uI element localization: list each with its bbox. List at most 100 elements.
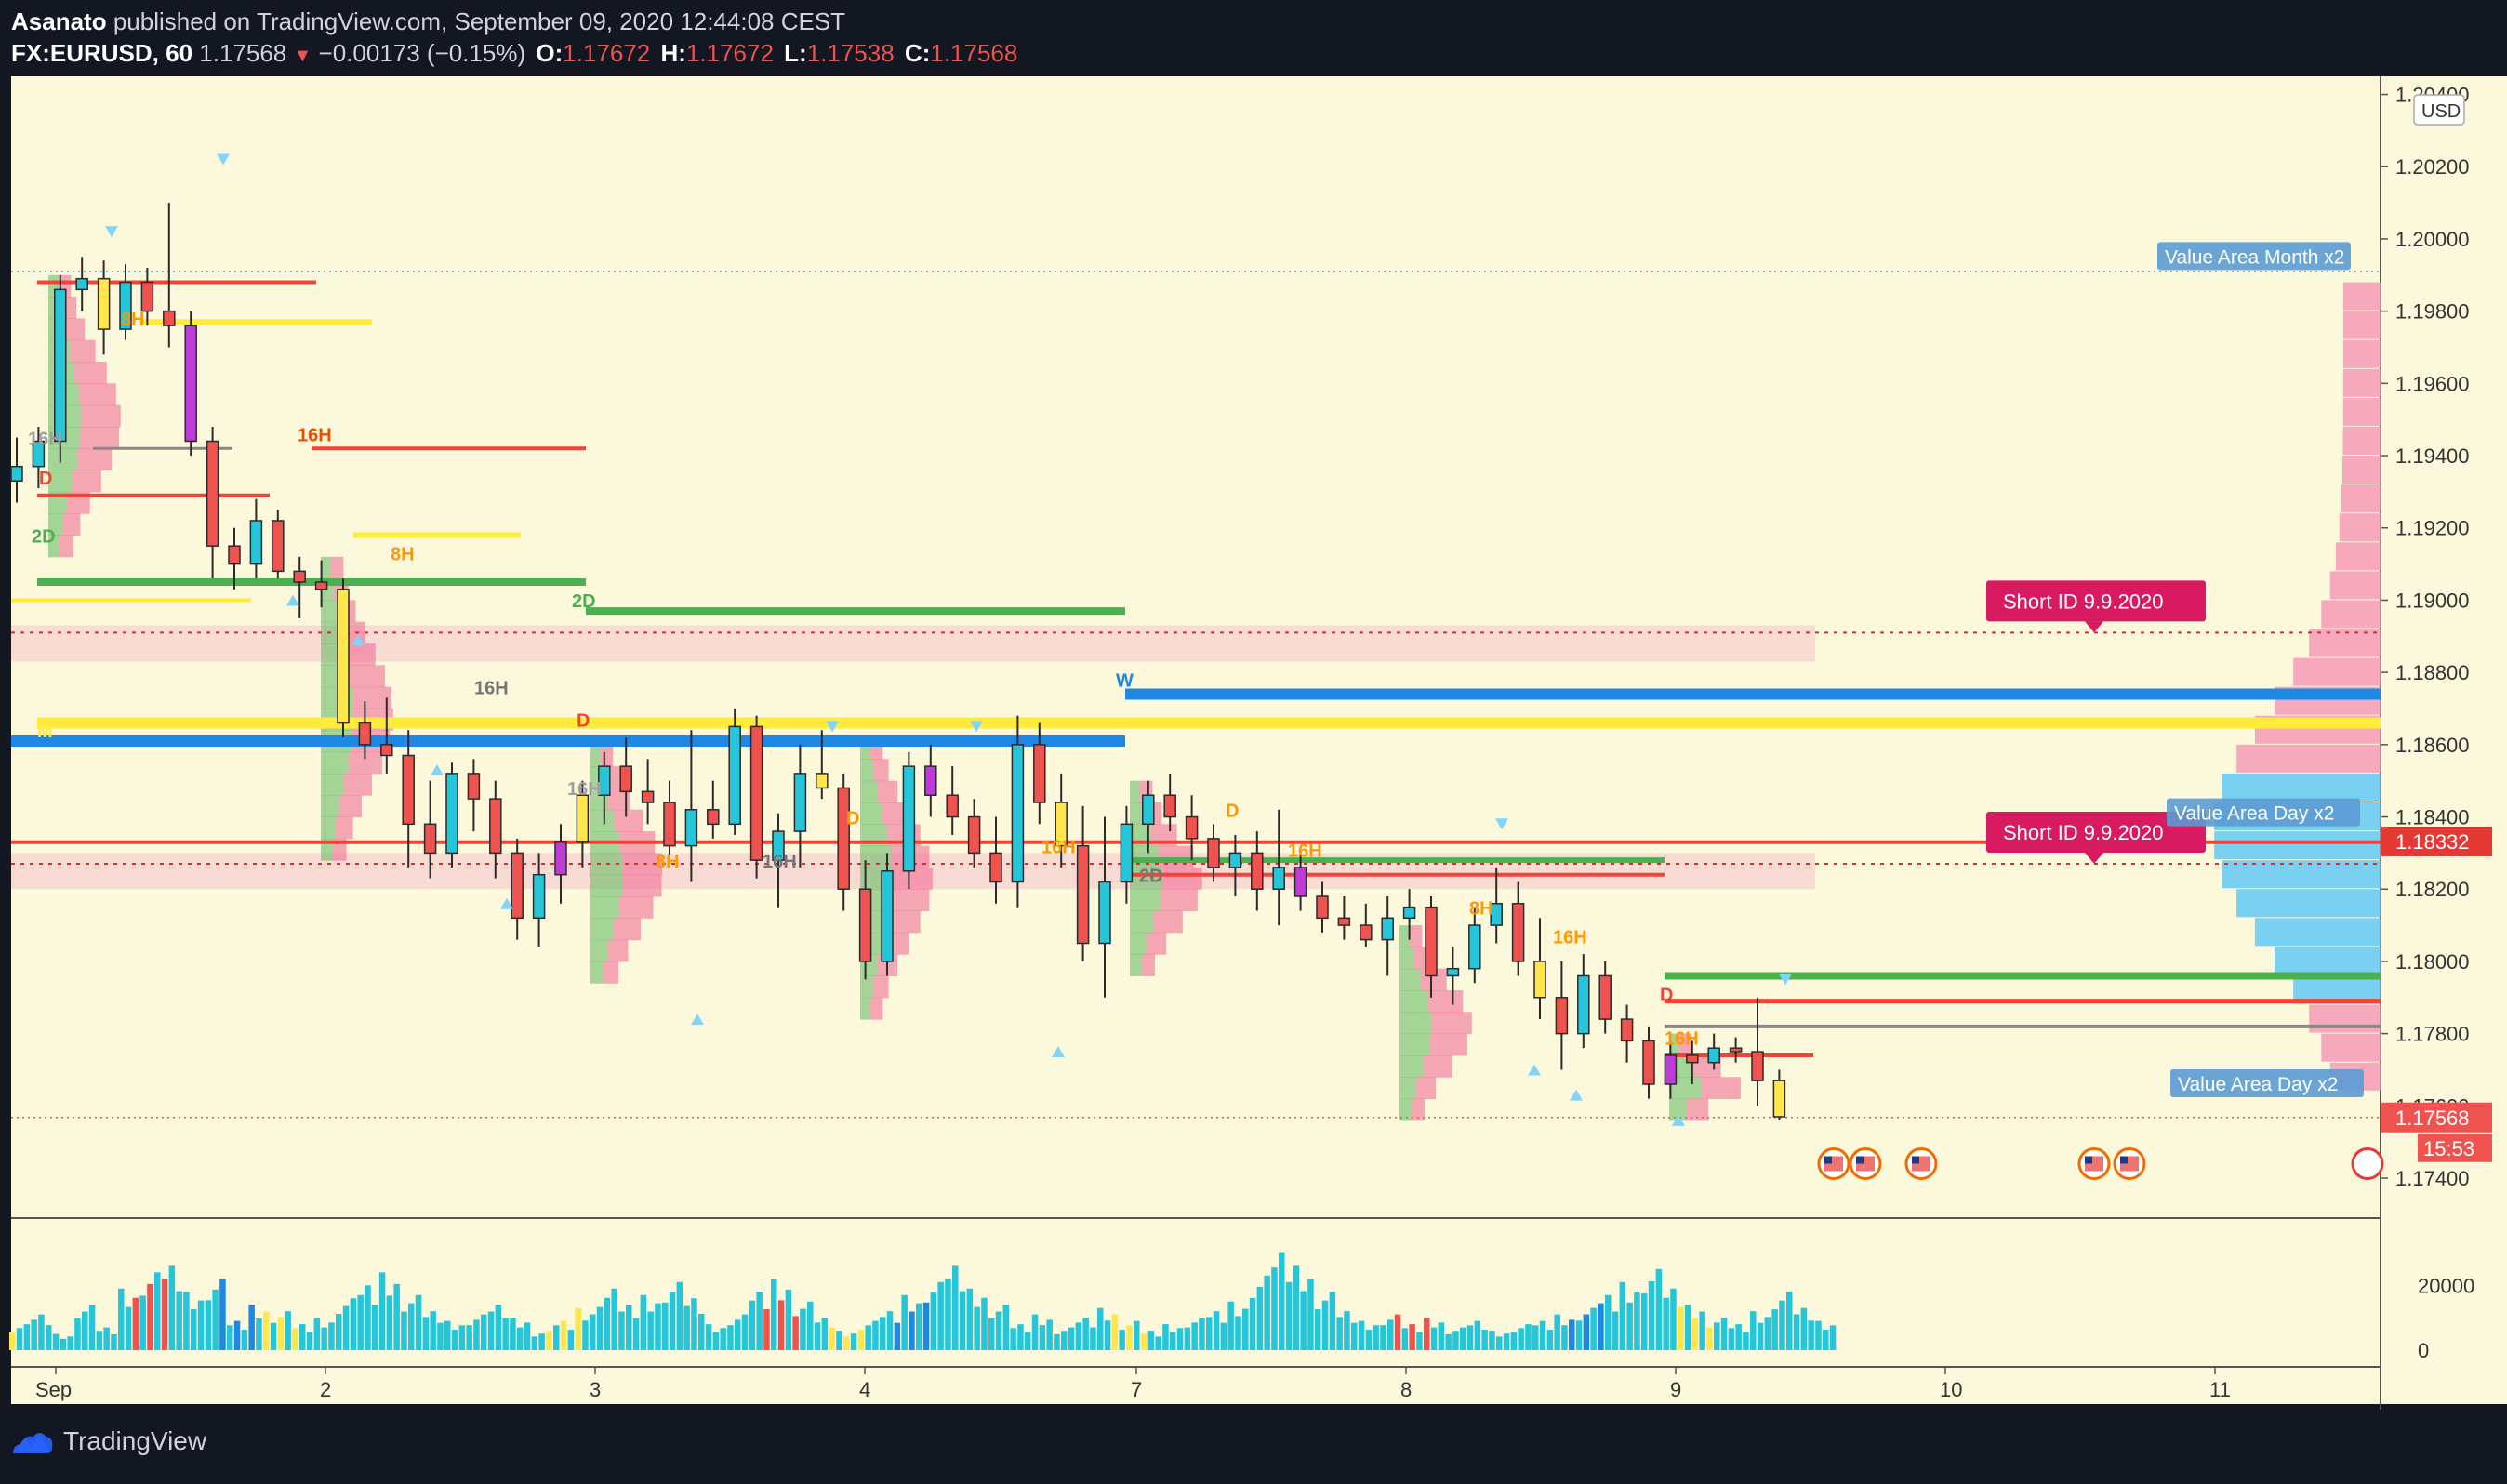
volume-bar <box>299 1324 306 1350</box>
candle-body <box>1055 802 1068 847</box>
volume-bar <box>1147 1331 1155 1350</box>
volume-bar <box>1815 1320 1822 1350</box>
profile-pink-bar <box>352 686 392 709</box>
profile-pink-bar <box>330 556 344 579</box>
tradingview-logo[interactable]: TradingView <box>11 1426 206 1456</box>
ohlc-line: FX:EURUSD, 60 1.17568 ▼ −0.00173 (−0.15%… <box>11 39 1017 68</box>
profile-pink-bar <box>622 874 662 897</box>
volume-bar <box>1525 1324 1532 1350</box>
us-flag-canton-icon <box>2085 1156 2092 1164</box>
volume-bar <box>1699 1311 1705 1350</box>
value-area-label: Value Area Day x2 <box>2178 1074 2338 1095</box>
candle-body <box>1772 1080 1786 1118</box>
volume-bar <box>487 1311 495 1350</box>
profile-pink-bar <box>343 773 373 796</box>
chart-header: Asanato published on TradingView.com, Se… <box>0 0 2507 74</box>
volume-bar <box>1720 1318 1728 1350</box>
volume-bar <box>632 1318 640 1350</box>
candle-body <box>1207 838 1220 868</box>
level-tag-label: 2D <box>32 526 56 547</box>
volume-bar <box>82 1311 88 1350</box>
volume-bar <box>176 1291 182 1350</box>
tradingview-cloud-icon <box>13 1433 53 1453</box>
profile-pink-bar <box>607 939 629 962</box>
candle-body <box>140 281 154 312</box>
volume-bar <box>67 1336 73 1350</box>
candle-body <box>1402 906 1416 920</box>
profile-pink-bar <box>80 426 120 449</box>
volume-bar <box>575 1307 581 1350</box>
candle-body <box>1185 815 1199 840</box>
volume-bar <box>212 1289 219 1350</box>
session-profile-bar <box>2321 1033 2381 1062</box>
volume-bar <box>560 1320 567 1350</box>
profile-green-bar <box>1399 1012 1433 1035</box>
profile-green-bar <box>1399 990 1428 1013</box>
candle-body <box>402 754 415 826</box>
profile-green-bar <box>321 795 339 818</box>
profile-green-bar <box>1130 932 1147 955</box>
session-profile-bar <box>2342 311 2381 339</box>
volume-bar <box>705 1324 712 1350</box>
level-tag-label: 8H <box>656 852 680 872</box>
volume-bar <box>698 1313 705 1350</box>
volume-bar <box>1663 1297 1669 1350</box>
author-name[interactable]: Asanato <box>11 7 107 35</box>
candle-body <box>641 790 655 803</box>
level-tag-label: 16H <box>1288 841 1322 861</box>
down-triangle-icon: ▼ <box>293 46 312 66</box>
volume-bar <box>1025 1332 1031 1350</box>
level-tag-label: 16H <box>298 425 332 445</box>
sell-signal-triangle <box>1495 818 1508 830</box>
level-tag-label: 16H <box>1553 928 1587 948</box>
volume-bar <box>1199 1318 1205 1350</box>
symbol-label[interactable]: FX:EURUSD, 60 <box>11 39 193 67</box>
profile-green-bar <box>321 838 333 861</box>
volume-bar <box>357 1294 364 1350</box>
candle-body <box>1120 823 1134 883</box>
volume-bar <box>814 1322 821 1350</box>
short-id-pointer <box>2085 853 2103 865</box>
price-tick-label: 1.18600 <box>2395 734 2470 757</box>
candle-body <box>1360 924 1373 941</box>
session-profile-bar <box>2236 744 2381 773</box>
candle-body <box>489 798 502 855</box>
candles <box>10 203 1786 1120</box>
volume-bar <box>1489 1331 1495 1350</box>
volume-bar <box>974 1306 980 1350</box>
candle-body <box>119 281 132 330</box>
volume-bar <box>952 1265 959 1350</box>
volume-bar <box>1111 1314 1119 1350</box>
volume-bar <box>1242 1308 1249 1350</box>
volume-bar <box>1140 1333 1147 1350</box>
volume-bar <box>1321 1300 1329 1350</box>
volume-bar <box>1779 1300 1785 1350</box>
volume-bar <box>227 1325 233 1350</box>
level-tag-label: 16H <box>1665 1028 1699 1049</box>
profile-green-bar <box>590 896 619 919</box>
price-tick-label: 1.18400 <box>2395 806 2470 829</box>
volume-bar <box>1329 1292 1336 1350</box>
volume-bar <box>1829 1325 1837 1350</box>
time-axis: Sep 2 3 4 7 8 9 10 11 <box>35 1367 2231 1401</box>
profile-green-bar <box>1130 954 1142 976</box>
price-tick-label: 1.19600 <box>2395 372 2470 395</box>
profile-green-bar <box>321 600 337 623</box>
signal-markers <box>105 153 1792 1126</box>
volume-bar <box>466 1325 472 1350</box>
volume-bar <box>995 1311 1002 1350</box>
candle-body <box>314 581 328 590</box>
profile-green-bar <box>48 448 77 471</box>
volume-bar <box>248 1305 255 1350</box>
level-tag-label: D <box>846 808 859 828</box>
volume-bar <box>1641 1293 1648 1350</box>
profile-green-bar <box>1399 1054 1424 1078</box>
volume-bar <box>16 1328 23 1350</box>
volume-bar <box>1387 1319 1394 1350</box>
volume-bar <box>763 1309 770 1350</box>
candle-body <box>228 545 241 565</box>
session-profile-bar <box>2222 860 2381 889</box>
price-tick-label: 1.18000 <box>2395 950 2470 974</box>
volume-bar <box>988 1318 995 1350</box>
